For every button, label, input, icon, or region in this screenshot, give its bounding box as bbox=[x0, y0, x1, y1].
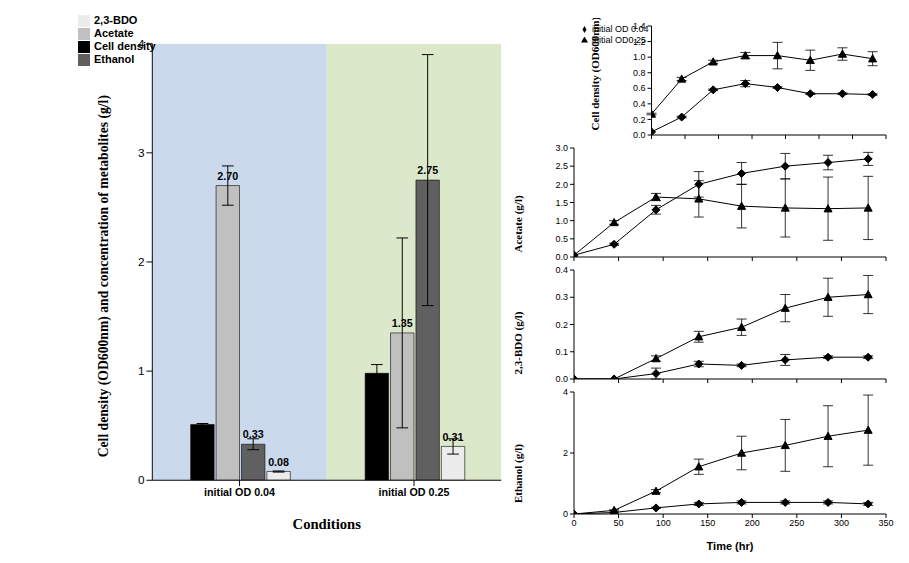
svg-text:0.5: 0.5 bbox=[555, 234, 568, 244]
svg-text:0.0: 0.0 bbox=[633, 130, 646, 140]
svg-text:0.0: 0.0 bbox=[555, 252, 568, 262]
svg-text:1: 1 bbox=[138, 364, 145, 377]
svg-text:3.0: 3.0 bbox=[555, 143, 568, 153]
svg-text:0.4: 0.4 bbox=[633, 99, 646, 109]
svg-text:Time (hr): Time (hr) bbox=[707, 540, 754, 552]
svg-text:2: 2 bbox=[563, 448, 568, 458]
svg-text:initial OD 0.25: initial OD 0.25 bbox=[379, 486, 450, 498]
svg-text:0: 0 bbox=[563, 509, 568, 519]
svg-text:0.2: 0.2 bbox=[555, 320, 568, 330]
svg-text:initial OD 0.04: initial OD 0.04 bbox=[204, 486, 275, 498]
svg-text:4: 4 bbox=[138, 37, 145, 50]
svg-text:250: 250 bbox=[789, 518, 804, 528]
svg-text:0.6: 0.6 bbox=[633, 83, 646, 93]
svg-text:0: 0 bbox=[138, 473, 145, 486]
svg-text:0.31: 0.31 bbox=[443, 431, 464, 443]
svg-text:2.5: 2.5 bbox=[555, 161, 568, 171]
svg-text:0.3: 0.3 bbox=[555, 292, 568, 302]
svg-text:1.0: 1.0 bbox=[555, 216, 568, 226]
svg-text:350: 350 bbox=[878, 518, 893, 528]
svg-text:4: 4 bbox=[563, 387, 568, 397]
svg-text:Cell density (OD600nm): Cell density (OD600nm) bbox=[589, 18, 602, 131]
svg-text:Conditions: Conditions bbox=[293, 516, 362, 532]
svg-text:0.4: 0.4 bbox=[555, 265, 568, 275]
svg-text:1.2: 1.2 bbox=[633, 37, 646, 47]
svg-text:200: 200 bbox=[745, 518, 760, 528]
svg-text:0.08: 0.08 bbox=[268, 456, 289, 468]
svg-text:0.1: 0.1 bbox=[555, 347, 568, 357]
svg-text:300: 300 bbox=[834, 518, 849, 528]
svg-text:Cell density (OD600nm) and con: Cell density (OD600nm) and concentration… bbox=[96, 95, 112, 457]
svg-text:100: 100 bbox=[656, 518, 671, 528]
svg-text:2.70: 2.70 bbox=[217, 170, 238, 182]
svg-text:2,3-BDO (g/l): 2,3-BDO (g/l) bbox=[512, 311, 525, 374]
svg-text:1.4: 1.4 bbox=[633, 21, 646, 31]
svg-text:50: 50 bbox=[614, 518, 624, 528]
svg-text:1.35: 1.35 bbox=[392, 317, 413, 329]
svg-text:1.5: 1.5 bbox=[555, 198, 568, 208]
svg-text:0.2: 0.2 bbox=[633, 115, 646, 125]
svg-text:0: 0 bbox=[571, 518, 576, 528]
svg-text:2.75: 2.75 bbox=[417, 164, 438, 176]
svg-text:3: 3 bbox=[138, 146, 145, 159]
svg-text:0.8: 0.8 bbox=[633, 68, 646, 78]
svg-text:0.0: 0.0 bbox=[555, 374, 568, 384]
svg-text:1.0: 1.0 bbox=[633, 52, 646, 62]
svg-text:150: 150 bbox=[700, 518, 715, 528]
svg-text:Acetate (g/l): Acetate (g/l) bbox=[512, 195, 525, 252]
svg-text:2: 2 bbox=[138, 255, 145, 268]
svg-text:0.33: 0.33 bbox=[243, 428, 264, 440]
svg-text:Ethanol (g/l): Ethanol (g/l) bbox=[512, 444, 525, 503]
svg-text:2.0: 2.0 bbox=[555, 180, 568, 190]
